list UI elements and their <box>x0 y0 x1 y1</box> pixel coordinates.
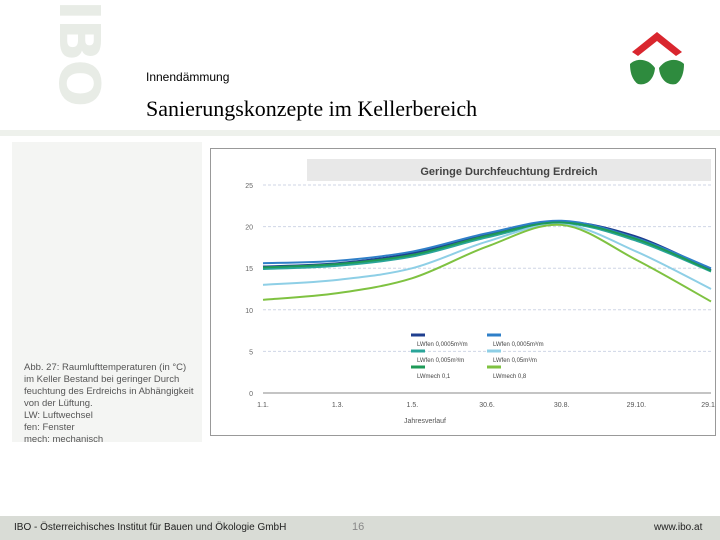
caption-line: fen: Fenster <box>24 422 75 433</box>
legend-label: LWmech 0,8 <box>493 374 527 380</box>
watermark-text: IBO <box>46 0 110 106</box>
caption-line: LW: Luftwechsel <box>24 410 93 421</box>
caption-line: von der Lüftung. <box>24 398 93 409</box>
y-tick-label: 25 <box>245 183 253 190</box>
slide-kicker: Innendämmung <box>146 70 230 84</box>
series-line <box>262 219 712 270</box>
legend-label: LWfen 0,005m³/m <box>417 358 464 364</box>
chart-title-box <box>307 159 711 181</box>
series-line <box>262 223 712 303</box>
caption-line: mech: mechanisch <box>24 434 104 445</box>
y-tick-label: 20 <box>245 225 253 232</box>
slide-title: Sanierungskonzepte im Kellerbereich <box>146 96 478 121</box>
x-tick-label: 1.1. <box>257 402 269 409</box>
y-tick-label: 5 <box>249 349 253 356</box>
page-number: 16 <box>352 521 365 533</box>
y-tick-label: 10 <box>245 308 253 315</box>
header-divider <box>0 130 720 136</box>
x-tick-label: 29.10. <box>627 402 647 409</box>
watermark: IBO <box>40 0 110 130</box>
x-tick-label: 30.6. <box>479 402 495 409</box>
series-line <box>262 223 712 290</box>
legend-label: LWfen 0,0005m³/m <box>493 342 544 348</box>
footer-website-link[interactable]: www.ibo.at <box>654 522 703 533</box>
x-axis-label: Jahresverlauf <box>404 418 446 425</box>
x-tick-label: 1.3. <box>332 402 344 409</box>
legend-label: LWmech 0,1 <box>417 374 451 380</box>
y-tick-label: 0 <box>249 391 253 398</box>
caption-line: im Keller Bestand bei geringer Durch <box>24 374 180 385</box>
legend-label: LWfen 0,05m³/m <box>493 358 537 364</box>
x-tick-label: 1.5. <box>406 402 418 409</box>
chart-frame: Geringe Durchfeuchtung Erdreich 0 5 10 15 20 2… <box>210 148 716 436</box>
legend-label: LWfen 0,0005m³/m <box>417 342 468 348</box>
temperature-line-chart: Geringe Durchfeuchtung Erdreich 0 5 10 15 20 2… <box>245 159 715 425</box>
figure-caption: Abb. 27: Raumlufttemperaturen (in °C) im … <box>24 362 194 446</box>
caption-line: Abb. 27: Raumlufttemperaturen (in °C) <box>24 362 187 373</box>
x-tick-label: 29.12. <box>701 402 715 409</box>
footer-institute: IBO - Österreichisches Institut für Baue… <box>14 522 287 533</box>
caption-panel <box>12 142 202 442</box>
series-line <box>262 221 712 272</box>
x-tick-label: 30.8. <box>554 402 570 409</box>
chart-title: Geringe Durchfeuchtung Erdreich <box>420 166 598 178</box>
footer-bar: IBO - Österreichisches Institut für Baue… <box>0 516 720 540</box>
caption-line: feuchtung des Erdreichs in Abhängigkeit <box>24 386 194 397</box>
series-line <box>262 222 712 273</box>
house-leaf-logo-icon <box>630 32 684 85</box>
y-tick-label: 15 <box>245 266 253 273</box>
